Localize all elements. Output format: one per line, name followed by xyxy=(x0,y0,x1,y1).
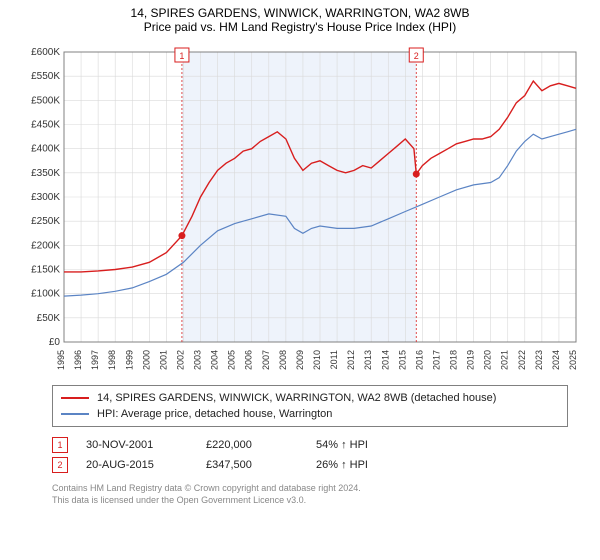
legend-label: HPI: Average price, detached house, Warr… xyxy=(97,408,332,420)
svg-text:£350K: £350K xyxy=(31,168,60,179)
svg-text:1: 1 xyxy=(179,51,184,61)
sale-pct: 26% ↑ HPI xyxy=(316,459,416,471)
chart-title-main: 14, SPIRES GARDENS, WINWICK, WARRINGTON,… xyxy=(0,6,600,20)
footer-line-2: This data is licensed under the Open Gov… xyxy=(52,495,568,507)
svg-text:£300K: £300K xyxy=(31,192,60,203)
svg-text:2017: 2017 xyxy=(431,350,441,370)
legend-swatch xyxy=(61,397,89,399)
line-chart: £0 £50K £100K £150K £200K £250K £300K £350K £400… xyxy=(12,42,588,372)
svg-text:2004: 2004 xyxy=(210,350,220,370)
svg-text:£150K: £150K xyxy=(31,265,60,276)
svg-text:2025: 2025 xyxy=(568,350,578,370)
svg-text:2016: 2016 xyxy=(414,350,424,370)
svg-text:1996: 1996 xyxy=(73,350,83,370)
svg-text:2: 2 xyxy=(414,51,419,61)
sale-price: £347,500 xyxy=(206,459,316,471)
sale-pct: 54% ↑ HPI xyxy=(316,439,416,451)
svg-text:2018: 2018 xyxy=(449,350,459,370)
svg-text:£200K: £200K xyxy=(31,240,60,251)
svg-text:2013: 2013 xyxy=(363,350,373,370)
sale-row: 2 20-AUG-2015 £347,500 26% ↑ HPI xyxy=(52,455,568,475)
svg-text:£400K: £400K xyxy=(31,144,60,155)
chart-title-sub: Price paid vs. HM Land Registry's House … xyxy=(0,20,600,34)
sale-row: 1 30-NOV-2001 £220,000 54% ↑ HPI xyxy=(52,435,568,455)
svg-text:1997: 1997 xyxy=(90,350,100,370)
sale-date: 30-NOV-2001 xyxy=(86,439,206,451)
svg-text:£50K: £50K xyxy=(37,313,61,324)
svg-text:2015: 2015 xyxy=(397,350,407,370)
svg-text:2009: 2009 xyxy=(295,350,305,370)
svg-text:£250K: £250K xyxy=(31,216,60,227)
svg-text:2007: 2007 xyxy=(261,350,271,370)
footer-line-1: Contains HM Land Registry data © Crown c… xyxy=(52,483,568,495)
svg-text:2022: 2022 xyxy=(517,350,527,370)
svg-text:2008: 2008 xyxy=(278,350,288,370)
svg-text:£0: £0 xyxy=(49,337,61,348)
legend-label: 14, SPIRES GARDENS, WINWICK, WARRINGTON,… xyxy=(97,392,496,404)
legend-swatch xyxy=(61,413,89,415)
svg-text:2011: 2011 xyxy=(329,350,339,369)
chart-area: £0 £50K £100K £150K £200K £250K £300K £350K £400… xyxy=(12,42,588,377)
svg-text:2019: 2019 xyxy=(466,350,476,370)
svg-text:2005: 2005 xyxy=(227,350,237,370)
svg-text:£600K: £600K xyxy=(31,47,60,58)
svg-text:2010: 2010 xyxy=(312,350,322,370)
svg-text:2001: 2001 xyxy=(158,350,168,370)
sale-marker-2: 2 xyxy=(52,457,68,473)
svg-text:2006: 2006 xyxy=(244,350,254,370)
svg-text:£450K: £450K xyxy=(31,120,60,131)
sale-rows: 1 30-NOV-2001 £220,000 54% ↑ HPI 2 20-AU… xyxy=(52,435,568,475)
svg-text:2002: 2002 xyxy=(175,350,185,370)
svg-text:£100K: £100K xyxy=(31,289,60,300)
legend-item-hpi: HPI: Average price, detached house, Warr… xyxy=(61,406,559,422)
sale-marker-1: 1 xyxy=(52,437,68,453)
svg-text:2024: 2024 xyxy=(551,350,561,370)
footer: Contains HM Land Registry data © Crown c… xyxy=(52,483,568,506)
svg-text:£500K: £500K xyxy=(31,95,60,106)
svg-text:2014: 2014 xyxy=(380,350,390,370)
sale-date: 20-AUG-2015 xyxy=(86,459,206,471)
legend: 14, SPIRES GARDENS, WINWICK, WARRINGTON,… xyxy=(52,385,568,427)
svg-text:1995: 1995 xyxy=(56,350,66,370)
svg-text:1998: 1998 xyxy=(107,350,117,370)
sale-price: £220,000 xyxy=(206,439,316,451)
svg-text:2023: 2023 xyxy=(534,350,544,370)
chart-title-block: 14, SPIRES GARDENS, WINWICK, WARRINGTON,… xyxy=(0,0,600,36)
svg-text:£550K: £550K xyxy=(31,71,60,82)
svg-text:2020: 2020 xyxy=(483,350,493,370)
svg-text:1999: 1999 xyxy=(124,350,134,370)
svg-text:2012: 2012 xyxy=(346,350,356,370)
svg-text:2000: 2000 xyxy=(141,350,151,370)
svg-text:2003: 2003 xyxy=(193,350,203,370)
legend-item-price-paid: 14, SPIRES GARDENS, WINWICK, WARRINGTON,… xyxy=(61,390,559,406)
svg-text:2021: 2021 xyxy=(500,350,510,370)
